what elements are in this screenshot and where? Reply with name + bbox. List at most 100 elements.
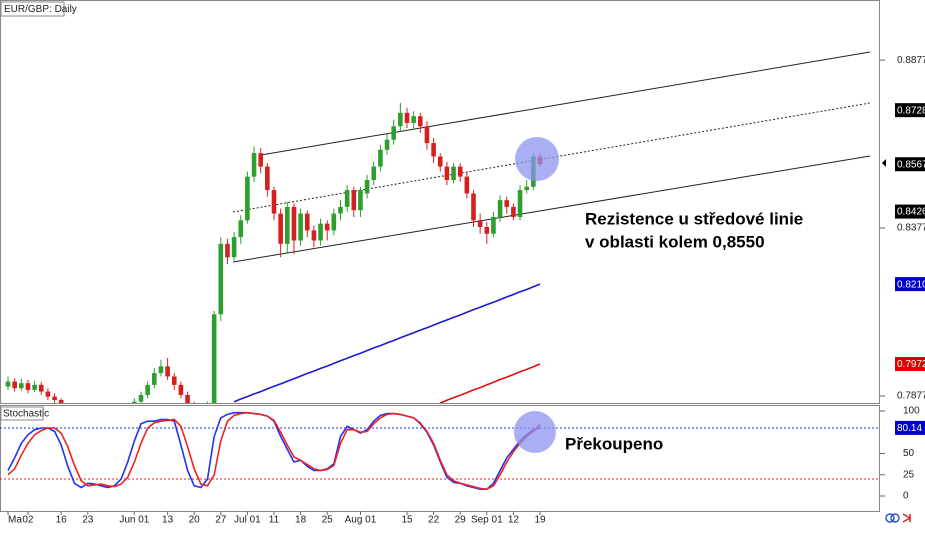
x-tick-label: 27 — [215, 515, 227, 526]
candle-body — [218, 243, 224, 315]
candle-body — [72, 415, 77, 422]
price-label-box — [895, 277, 925, 292]
candle-body — [245, 176, 250, 221]
x-tick-label: 29 — [455, 515, 467, 526]
candle-body — [132, 401, 137, 403]
x-tick-label: 19 — [534, 515, 546, 526]
candle-body — [517, 190, 523, 217]
candle-body — [178, 384, 184, 395]
candle-body — [318, 223, 323, 241]
candle-body — [311, 230, 317, 241]
candle-body — [371, 166, 377, 181]
channel-top — [260, 51, 871, 156]
candle-body — [86, 420, 91, 425]
candle-body — [165, 366, 170, 377]
line-series — [7, 411, 541, 491]
candle-body — [5, 381, 11, 387]
candle-body — [504, 200, 510, 207]
x-tick-label: 22 — [428, 515, 440, 526]
highlight-circle — [515, 137, 559, 181]
icon[interactable] — [885, 513, 895, 523]
price-label-box — [895, 420, 925, 435]
line-series — [233, 283, 541, 403]
candle-body — [52, 396, 57, 400]
candle-body — [324, 223, 330, 231]
candle-body — [364, 180, 370, 194]
candle-body — [192, 405, 197, 412]
candle-body — [171, 376, 177, 385]
highlight-circle — [514, 411, 556, 453]
candle-body — [384, 139, 390, 150]
candle-body — [66, 408, 71, 415]
title-box — [0, 406, 44, 421]
x-tick-label: 12 — [508, 515, 520, 526]
chart-title: EUR/GBP: Daily — [4, 4, 77, 15]
candle-body — [491, 216, 496, 234]
price-label: 0.8728 — [897, 105, 925, 116]
candle-body — [105, 422, 110, 427]
candle-body — [199, 412, 204, 415]
candle-body — [92, 420, 97, 423]
candle-body — [185, 394, 190, 403]
x-tick-label: Sep 01 — [471, 515, 503, 526]
candle-body — [12, 381, 17, 389]
candle-body — [58, 399, 64, 403]
candle-body — [238, 220, 244, 238]
title-box — [0, 1, 65, 17]
price-label: 0.8567 — [897, 159, 925, 170]
candle-body — [378, 149, 383, 167]
candle-body — [158, 366, 164, 374]
stoch-pane — [0, 411, 880, 491]
candle-body — [338, 206, 343, 214]
candle-body — [251, 153, 257, 177]
candle-body — [404, 112, 410, 123]
candle-body — [211, 314, 217, 403]
candle-body — [271, 190, 277, 214]
candle-body — [278, 213, 283, 244]
x-tick-label: 18 — [295, 515, 307, 526]
price-label: 0.8426 — [897, 207, 925, 218]
candle-body — [231, 237, 237, 258]
annotation: Překoupeno — [565, 434, 663, 453]
candle-body — [258, 153, 263, 167]
main-frame — [0, 0, 880, 404]
candle-body — [451, 166, 456, 181]
price-label: 0.8210 — [897, 279, 925, 290]
icon[interactable] — [902, 513, 912, 523]
candle-body — [265, 166, 270, 191]
stoch-frame — [0, 405, 880, 512]
x-tick-label: 23 — [82, 515, 94, 526]
pane-title: Stochastic — [3, 409, 49, 420]
x-tick-label: 02 — [22, 515, 34, 526]
candle-body — [471, 193, 476, 221]
candle-body — [418, 116, 423, 127]
candle-body — [497, 200, 503, 217]
candle-body — [331, 213, 337, 231]
candle-body — [112, 417, 117, 422]
candle-body — [152, 373, 157, 385]
candle-body — [398, 112, 403, 127]
x-tick-label: 20 — [189, 515, 201, 526]
x-tick-label: 15 — [401, 515, 413, 526]
candle-body — [32, 384, 37, 390]
y-tick-label: 0.8377 — [897, 223, 925, 234]
corner-icons[interactable] — [885, 513, 912, 523]
candle-body — [38, 384, 44, 392]
candle-body — [477, 220, 483, 228]
candle-body — [431, 143, 436, 157]
candle-body — [205, 405, 210, 415]
candle-body — [45, 391, 51, 397]
candle-body — [344, 190, 350, 207]
annotation: Rezistence u středové linie — [585, 209, 803, 228]
candle-body — [79, 422, 84, 425]
line-series — [7, 411, 541, 490]
candle-body — [444, 166, 450, 181]
channel-bottom — [232, 155, 871, 263]
price-label-box — [895, 204, 925, 219]
annotation: v oblasti kolem 0,8550 — [585, 232, 765, 251]
candle-body — [464, 176, 470, 194]
icon[interactable] — [890, 513, 900, 523]
candle-body — [351, 190, 357, 211]
price-label-box — [895, 103, 925, 118]
